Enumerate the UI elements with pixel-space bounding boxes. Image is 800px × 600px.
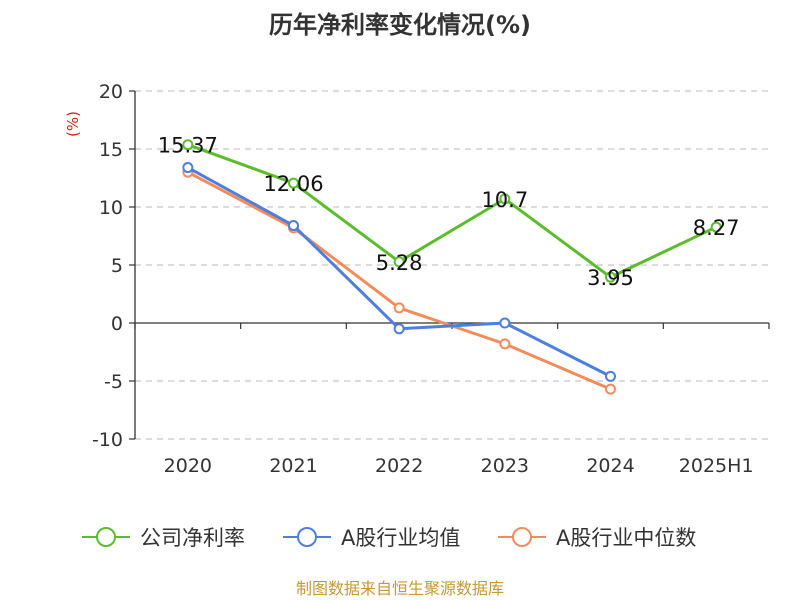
y-tick-label: 20 [99,81,123,103]
data-label: 10.7 [481,188,528,212]
series-point [393,323,405,335]
gridlines [135,90,769,440]
x-tick-label: 2022 [375,455,423,477]
legend-item: 公司净利率 [82,526,245,550]
series [182,139,722,395]
data-label: 12.06 [263,172,323,196]
series-point [182,162,194,174]
x-tick-label: 2025H1 [679,455,754,477]
series-point [605,370,616,382]
y-tick-label: 15 [99,139,123,161]
legend-marker [96,527,116,547]
series-point [288,220,299,232]
y-tick-label: -10 [92,429,123,451]
source-note: 制图数据来自恒生聚源数据库 [296,579,504,598]
data-label: 3.95 [587,266,634,290]
data-label: 8.27 [693,216,740,240]
series-point [605,383,616,395]
axes: 20 15 10 5 0 -5 -10 2020 2021 2022 2023 2024 2025H1 [92,81,770,477]
series-point [288,177,299,189]
series-point [182,139,194,151]
legend-label: A股行业中位数 [556,526,696,550]
legend-marker [297,527,317,547]
legend-label: A股行业均值 [341,526,460,550]
legend-label: 公司净利率 [140,526,245,550]
x-tick-label: 2023 [481,455,529,477]
series-point [393,302,405,314]
y-axis-unit-label: (%) [64,111,82,137]
series-point [710,221,722,233]
y-tick-label: -5 [104,371,123,393]
x-tick-label: 2020 [164,455,212,477]
data-label: 15.37 [158,134,218,158]
data-labels: 15.37 12.06 5.28 10.7 3.95 8.27 [158,134,740,290]
legend-item: A股行业中位数 [498,526,696,550]
series-point [499,338,511,350]
y-tick-label: 0 [111,313,123,335]
data-label: 5.28 [376,251,423,275]
series-point [393,256,405,268]
series-point [605,271,616,283]
x-tick-label: 2024 [586,455,634,477]
legend-item: A股行业均值 [283,526,460,550]
series-point [499,193,511,205]
series-point [499,317,511,329]
legend-marker [512,527,532,547]
y-tick-label: 5 [111,255,123,277]
chart-title: 历年净利率变化情况(%) [269,11,531,39]
series-line [186,170,612,391]
series-line [186,143,718,279]
y-tick-label: 10 [99,197,123,219]
x-tick-label: 2021 [269,455,317,477]
legend: 公司净利率 A股行业均值 A股行业中位数 [82,526,696,550]
